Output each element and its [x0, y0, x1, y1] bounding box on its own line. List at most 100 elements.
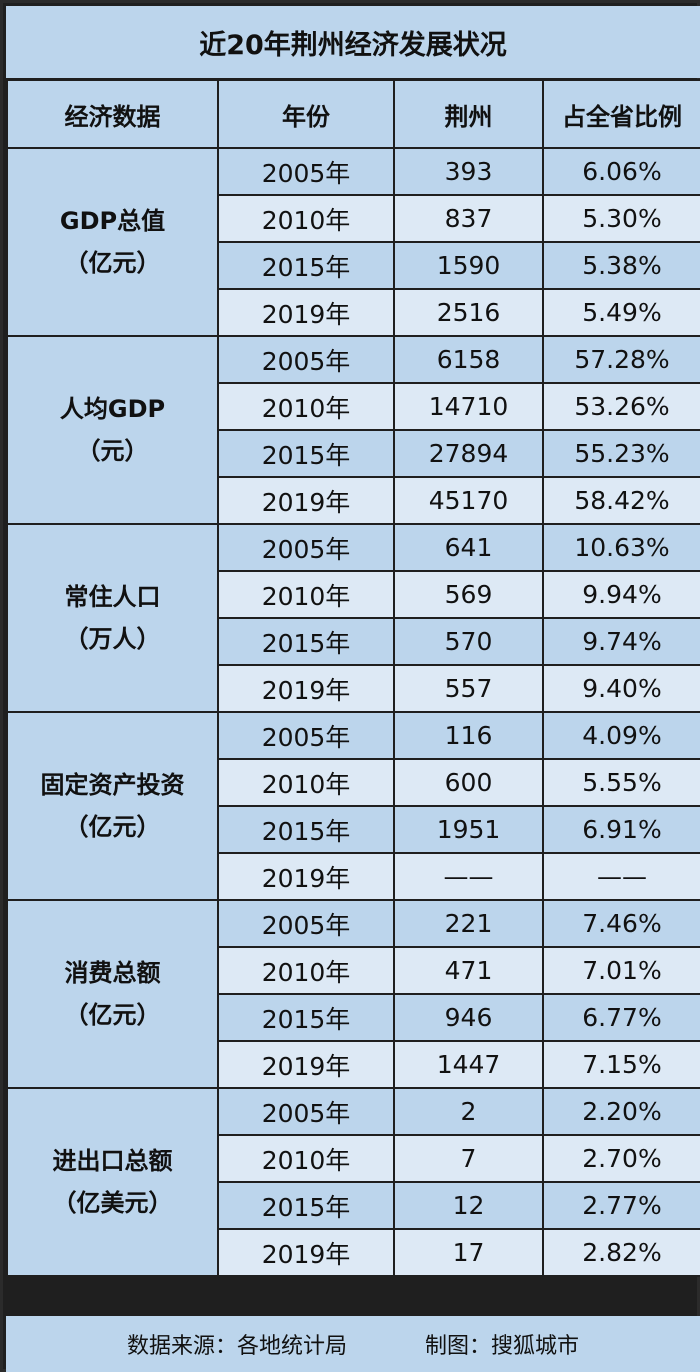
table-row: 2015年 1951 6.91% [7, 805, 700, 854]
share-cell: 5.30% [542, 194, 700, 243]
year-cell: 2019年 [217, 664, 395, 713]
value-cell: 12 [393, 1181, 544, 1230]
share-cell: 6.77% [542, 993, 700, 1042]
table-row: 2019年 17 2.82% [7, 1228, 700, 1277]
metric-name: 固定资产投资 [40, 771, 185, 799]
value-cell: 641 [393, 523, 544, 572]
share-cell: 53.26% [542, 382, 700, 431]
year-cell: 2010年 [217, 570, 395, 619]
metric-unit: （亿元） [64, 249, 161, 277]
year-cell: 2015年 [217, 617, 395, 666]
value-cell: 1447 [393, 1040, 544, 1089]
year-cell: 2010年 [217, 946, 395, 995]
metric-unit: （万人） [64, 625, 161, 653]
year-cell: 2015年 [217, 1181, 395, 1230]
table-row: 2010年 7 2.70% [7, 1134, 700, 1183]
metric-label-cell: 人均GDP （元） [6, 335, 219, 525]
value-cell: 27894 [393, 429, 544, 478]
share-cell: 5.55% [542, 758, 700, 807]
value-cell: 570 [393, 617, 544, 666]
table-row: 2015年 570 9.74% [7, 617, 700, 666]
table-row: 2015年 1590 5.38% [7, 241, 700, 290]
value-cell: 14710 [393, 382, 544, 431]
table-row: 2015年 27894 55.23% [7, 429, 700, 478]
share-cell: 4.09% [542, 711, 700, 760]
metric-unit: （亿元） [64, 1001, 161, 1029]
share-cell: 5.38% [542, 241, 700, 290]
footer: 数据来源：各地统计局 制图：搜狐城市 [6, 1316, 700, 1372]
share-cell: 5.49% [542, 288, 700, 337]
column-header-jingzhou: 荆州 [393, 79, 544, 149]
data-table: 经济数据 年份 荆州 占全省比例 GDP总值 （亿元） 2005年 393 6.06% 2… [6, 79, 700, 1277]
share-cell: 55.23% [542, 429, 700, 478]
year-cell: 2005年 [217, 711, 395, 760]
year-cell: 2010年 [217, 758, 395, 807]
value-cell: 393 [393, 147, 544, 196]
metric-label-cell: 消费总额 （亿元） [6, 899, 219, 1089]
year-cell: 2019年 [217, 852, 395, 901]
value-cell: 2 [393, 1087, 544, 1136]
year-cell: 2019年 [217, 1228, 395, 1277]
table-row: 2010年 837 5.30% [7, 194, 700, 243]
share-cell: 7.15% [542, 1040, 700, 1089]
share-cell: 2.82% [542, 1228, 700, 1277]
value-cell: 1590 [393, 241, 544, 290]
value-cell: 45170 [393, 476, 544, 525]
value-cell: 600 [393, 758, 544, 807]
metric-label-cell: GDP总值 （亿元） [6, 147, 219, 337]
share-cell: 2.77% [542, 1181, 700, 1230]
header-row: 经济数据 年份 荆州 占全省比例 [6, 79, 700, 149]
table-row: 2019年 557 9.40% [7, 664, 700, 713]
value-cell: 7 [393, 1134, 544, 1183]
table-row: 2019年 —— —— [7, 852, 700, 901]
share-cell: 7.01% [542, 946, 700, 995]
table-row: 2019年 45170 58.42% [7, 476, 700, 525]
share-cell: 9.94% [542, 570, 700, 619]
share-cell: 9.74% [542, 617, 700, 666]
year-cell: 2005年 [217, 1087, 395, 1136]
value-cell: 6158 [393, 335, 544, 384]
table-row: 2019年 1447 7.15% [7, 1040, 700, 1089]
value-cell: 557 [393, 664, 544, 713]
table-row: 2015年 12 2.77% [7, 1181, 700, 1230]
year-cell: 2015年 [217, 805, 395, 854]
metric-label-cell: 固定资产投资 （亿元） [6, 711, 219, 901]
table-row: 2019年 2516 5.49% [7, 288, 700, 337]
year-cell: 2015年 [217, 429, 395, 478]
metric-name: 人均GDP [59, 395, 166, 423]
share-cell: 58.42% [542, 476, 700, 525]
value-cell: —— [393, 852, 544, 901]
year-cell: 2019年 [217, 476, 395, 525]
column-header-share: 占全省比例 [542, 79, 700, 149]
year-cell: 2010年 [217, 382, 395, 431]
table-row: 2010年 600 5.55% [7, 758, 700, 807]
value-cell: 221 [393, 899, 544, 948]
share-cell: 9.40% [542, 664, 700, 713]
year-cell: 2015年 [217, 241, 395, 290]
year-cell: 2019年 [217, 288, 395, 337]
year-cell: 2010年 [217, 194, 395, 243]
table-row: 2010年 569 9.94% [7, 570, 700, 619]
metric-unit: （元） [76, 437, 149, 465]
data-source: 数据来源：各地统计局 [126, 1334, 347, 1359]
value-cell: 116 [393, 711, 544, 760]
column-header-metric: 经济数据 [6, 79, 219, 149]
metric-name: 进出口总额 [52, 1147, 173, 1175]
metric-name: 常住人口 [64, 583, 161, 611]
share-cell: 7.46% [542, 899, 700, 948]
table-row: GDP总值 （亿元） 2005年 393 6.06% [6, 147, 700, 337]
metric-label-cell: 常住人口 （万人） [6, 523, 219, 713]
table-row: 进出口总额 （亿美元） 2005年 2 2.20% [6, 1087, 700, 1277]
column-header-year: 年份 [217, 79, 395, 149]
table-row: 人均GDP （元） 2005年 6158 57.28% [6, 335, 700, 525]
value-cell: 17 [393, 1228, 544, 1277]
value-cell: 1951 [393, 805, 544, 854]
metric-unit: （亿元） [64, 813, 161, 841]
value-cell: 837 [393, 194, 544, 243]
page-title: 近20年荆州经济发展状况 [6, 6, 700, 78]
value-cell: 2516 [393, 288, 544, 337]
table-row: 2010年 471 7.01% [7, 946, 700, 995]
year-cell: 2010年 [217, 1134, 395, 1183]
share-cell: 2.70% [542, 1134, 700, 1183]
